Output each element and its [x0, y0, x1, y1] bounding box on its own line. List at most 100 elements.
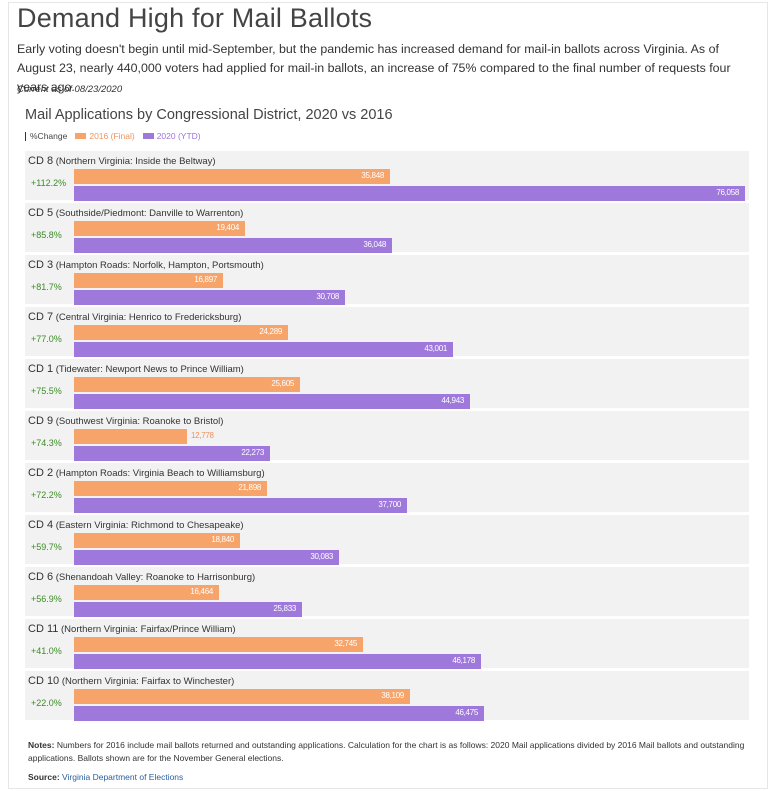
- bar-2016: 19,404: [74, 221, 245, 236]
- legend-item-2016: 2016 (Final): [75, 131, 135, 141]
- pct-change-label: +77.0%: [31, 334, 62, 344]
- bar-2016-value: 21,898: [238, 483, 261, 492]
- bar-2020: 76,058: [74, 186, 745, 201]
- district-code: CD 2: [28, 467, 54, 479]
- district-region: (Northern Virginia: Fairfax/Prince Willi…: [61, 624, 236, 635]
- pct-change-label: +56.9%: [31, 594, 62, 604]
- bar-2020-value: 30,708: [316, 292, 339, 301]
- legend-item-pct-change: %Change: [25, 131, 67, 141]
- bar-2016: 25,605: [74, 377, 300, 392]
- pct-change-label: +59.7%: [31, 542, 62, 552]
- district-code: CD 9: [28, 415, 54, 427]
- bar-2016-value: 25,605: [271, 379, 294, 388]
- district-region: (Tidewater: Newport News to Prince Willi…: [55, 364, 244, 375]
- as-of-date: Current as of 08/23/2020: [17, 84, 123, 95]
- district-region: (Hampton Roads: Norfolk, Hampton, Portsm…: [55, 260, 264, 271]
- district-row: CD 3 (Hampton Roads: Norfolk, Hampton, P…: [25, 255, 749, 305]
- bar-2020: 46,178: [74, 654, 481, 669]
- bar-2020: 36,048: [74, 238, 392, 253]
- bar-2020-value: 25,833: [273, 604, 296, 613]
- notes: Notes: Numbers for 2016 include mail bal…: [28, 739, 753, 764]
- bar-2020-value: 30,083: [310, 552, 333, 561]
- pct-change-label: +72.2%: [31, 490, 62, 500]
- bar-2016: 35,848: [74, 169, 390, 184]
- district-row: CD 2 (Hampton Roads: Virginia Beach to W…: [25, 463, 749, 513]
- bar-2016-value: 16,464: [190, 587, 213, 596]
- pct-change-label: +74.3%: [31, 438, 62, 448]
- district-row: CD 4 (Eastern Virginia: Richmond to Ches…: [25, 515, 749, 565]
- bar-2016: 16,897: [74, 273, 223, 288]
- district-region: (Southside/Piedmont: Danville to Warrent…: [55, 208, 244, 219]
- district-label: CD 10 (Northern Virginia: Fairfax to Win…: [28, 675, 234, 687]
- legend-2016-swatch: [75, 133, 87, 139]
- bar-2020-value: 22,273: [241, 448, 264, 457]
- district-code: CD 11: [28, 623, 59, 635]
- bar-2020-value: 43,001: [424, 344, 447, 353]
- notes-text: Numbers for 2016 include mail ballots re…: [28, 740, 745, 763]
- district-code: CD 7: [28, 311, 54, 323]
- district-region: (Hampton Roads: Virginia Beach to Willia…: [55, 468, 265, 479]
- district-row: CD 8 (Northern Virginia: Inside the Belt…: [25, 151, 749, 201]
- bar-2016: 24,289: [74, 325, 288, 340]
- district-row: CD 5 (Southside/Piedmont: Danville to Wa…: [25, 203, 749, 253]
- frame-right-border: [767, 2, 768, 788]
- bar-2020: 46,475: [74, 706, 484, 721]
- bar-2020: 44,943: [74, 394, 470, 409]
- district-row: CD 6 (Shenandoah Valley: Roanoke to Harr…: [25, 567, 749, 617]
- dek-text: Early voting doesn't begin until mid-Sep…: [17, 42, 731, 94]
- notes-label: Notes:: [28, 740, 55, 750]
- bar-2016-value: 19,404: [216, 223, 239, 232]
- bar-2020-value: 37,700: [378, 500, 401, 509]
- district-region: (Southwest Virginia: Roanoke to Bristol): [55, 416, 224, 427]
- bar-2016-value: 16,897: [194, 275, 217, 284]
- bar-2016-value: 12,778: [191, 431, 214, 440]
- legend-item-2020: 2020 (YTD): [142, 131, 201, 141]
- bar-2020: 22,273: [74, 446, 270, 461]
- bar-2020-value: 46,475: [455, 708, 478, 717]
- bar-2020-value: 44,943: [441, 396, 464, 405]
- district-code: CD 4: [28, 519, 54, 531]
- bar-2016: 21,898: [74, 481, 267, 496]
- legend-pct-swatch: [25, 131, 26, 141]
- legend-2016-label: 2016 (Final): [89, 131, 135, 141]
- district-label: CD 3 (Hampton Roads: Norfolk, Hampton, P…: [28, 259, 264, 271]
- pct-change-label: +41.0%: [31, 646, 62, 656]
- bar-2020: 43,001: [74, 342, 453, 357]
- bar-2016: 12,778: [74, 429, 214, 444]
- bar-2016-value: 18,840: [211, 535, 234, 544]
- district-label: CD 8 (Northern Virginia: Inside the Belt…: [28, 155, 216, 167]
- chart-legend: %Change 2016 (Final) 2020 (YTD): [25, 131, 209, 141]
- district-code: CD 1: [28, 363, 54, 375]
- district-row: CD 11 (Northern Virginia: Fairfax/Prince…: [25, 619, 749, 669]
- district-row: CD 7 (Central Virginia: Henrico to Frede…: [25, 307, 749, 357]
- district-row: CD 10 (Northern Virginia: Fairfax to Win…: [25, 671, 749, 721]
- district-label: CD 11 (Northern Virginia: Fairfax/Prince…: [28, 623, 236, 635]
- bar-2020-value: 46,178: [452, 656, 475, 665]
- district-label: CD 4 (Eastern Virginia: Richmond to Ches…: [28, 519, 244, 531]
- bar-2020-value: 76,058: [716, 188, 739, 197]
- pct-change-label: +85.8%: [31, 230, 62, 240]
- pct-change-label: +22.0%: [31, 698, 62, 708]
- bar-2020: 30,708: [74, 290, 345, 305]
- district-region: (Northern Virginia: Inside the Beltway): [55, 156, 216, 167]
- bar-2020: 30,083: [74, 550, 339, 565]
- pct-change-label: +81.7%: [31, 282, 62, 292]
- bar-2020: 25,833: [74, 602, 302, 617]
- bar-2016-value: 32,745: [334, 639, 357, 648]
- pct-change-label: +112.2%: [31, 178, 67, 188]
- bar-chart: CD 8 (Northern Virginia: Inside the Belt…: [25, 151, 749, 723]
- district-code: CD 6: [28, 571, 54, 583]
- source-label: Source:: [28, 772, 60, 782]
- frame-bottom-border: [8, 788, 768, 789]
- bar-2016-value: 35,848: [361, 171, 384, 180]
- bar-2016: 18,840: [74, 533, 240, 548]
- district-label: CD 7 (Central Virginia: Henrico to Frede…: [28, 311, 241, 323]
- source: Source: Virginia Department of Elections: [28, 772, 183, 782]
- source-text: Virginia Department of Elections: [59, 772, 184, 782]
- bar-2016-value: 24,289: [259, 327, 282, 336]
- bar-2016-value: 38,109: [381, 691, 404, 700]
- district-label: CD 2 (Hampton Roads: Virginia Beach to W…: [28, 467, 265, 479]
- district-region: (Eastern Virginia: Richmond to Chesapeak…: [55, 520, 244, 531]
- district-label: CD 1 (Tidewater: Newport News to Prince …: [28, 363, 244, 375]
- chart-title: Mail Applications by Congressional Distr…: [25, 107, 393, 123]
